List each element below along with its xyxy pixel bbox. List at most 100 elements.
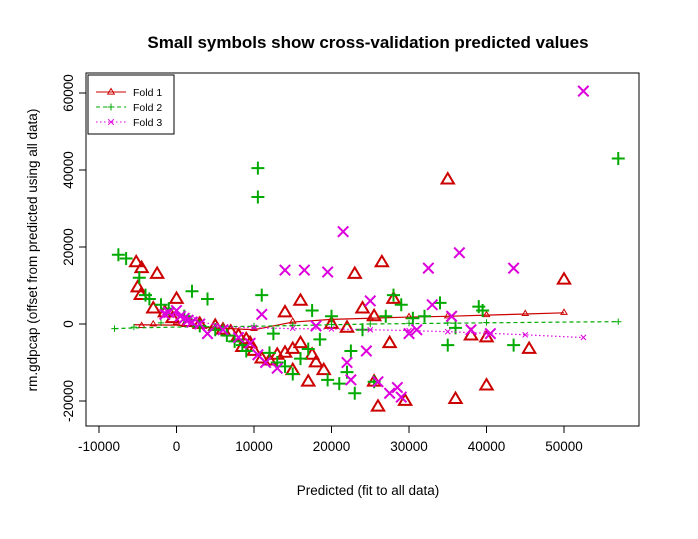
- data-point: [381, 334, 398, 349]
- data-point: [132, 271, 146, 285]
- data-point: [133, 259, 150, 274]
- data-point: [433, 296, 447, 310]
- data-point: [348, 386, 362, 400]
- x-axis: -10000 0 10000 20000 30000 40000 50000: [78, 425, 583, 454]
- data-point: [129, 278, 146, 293]
- data-point: [232, 331, 245, 344]
- y-tick-label: -20000: [61, 380, 76, 422]
- data-point: [313, 332, 327, 346]
- data-point: [397, 392, 414, 406]
- data-point: [119, 252, 133, 266]
- cv-point: [367, 326, 374, 333]
- cv-point: [406, 327, 412, 334]
- data-point: [426, 298, 439, 311]
- data-point: [255, 288, 269, 302]
- data-point: [242, 334, 259, 349]
- data-point: [164, 309, 181, 324]
- data-point: [259, 356, 272, 369]
- data-point: [356, 323, 369, 337]
- data-point: [321, 373, 335, 387]
- data-point: [332, 377, 346, 391]
- data-point: [344, 373, 357, 386]
- cv-point: [251, 324, 257, 331]
- data-point: [387, 288, 400, 302]
- data-point: [418, 309, 431, 323]
- data-point: [410, 323, 423, 336]
- legend-symbol: [107, 103, 115, 111]
- data-point: [244, 337, 257, 350]
- data-point: [263, 346, 276, 360]
- data-point: [220, 329, 234, 343]
- data-point: [201, 327, 214, 340]
- series-fold-2: [111, 151, 625, 400]
- x-tick-label: 0: [173, 439, 181, 454]
- series-fold-3: [158, 85, 590, 404]
- cv-point: [161, 309, 168, 316]
- data-point: [445, 310, 458, 323]
- x-tick-label: 50000: [545, 439, 583, 454]
- data-point: [300, 373, 317, 387]
- data-point: [383, 387, 396, 400]
- data-point: [323, 315, 340, 329]
- data-point: [266, 327, 280, 341]
- cv-point: [289, 321, 296, 329]
- cv-point: [615, 318, 622, 325]
- y-tick-label: 0: [61, 320, 76, 328]
- data-point: [286, 367, 300, 381]
- data-point: [478, 329, 495, 343]
- data-point: [271, 362, 284, 375]
- data-point: [305, 304, 319, 318]
- data-point: [168, 290, 185, 304]
- data-point: [128, 253, 145, 268]
- data-point: [447, 390, 464, 404]
- data-point: [279, 264, 291, 277]
- x-axis-label: Predicted (fit to all data): [297, 483, 440, 498]
- cv-point: [483, 319, 490, 326]
- cv-point: [149, 319, 158, 327]
- data-point: [321, 266, 334, 278]
- cv-point: [212, 322, 219, 329]
- data-point: [344, 344, 358, 358]
- data-point: [484, 327, 497, 340]
- data-point: [394, 298, 408, 312]
- cv-point: [173, 311, 180, 318]
- y-axis: -20000 0 20000 40000 60000: [61, 74, 87, 422]
- data-point: [611, 151, 625, 165]
- data-point: [217, 323, 229, 336]
- data-point: [556, 271, 572, 285]
- cv-point: [366, 313, 375, 321]
- cv-point: [560, 308, 568, 315]
- cv-point: [405, 320, 413, 327]
- data-point: [145, 300, 162, 314]
- data-point: [379, 309, 393, 323]
- data-point: [292, 334, 309, 349]
- data-point: [294, 352, 307, 366]
- data-point: [507, 338, 521, 352]
- cv-point: [328, 321, 335, 328]
- cv-point: [367, 320, 374, 328]
- data-point: [270, 356, 284, 369]
- cv-point: [444, 328, 451, 335]
- data-point: [441, 338, 455, 352]
- y-tick-label: 40000: [61, 151, 76, 189]
- data-point: [339, 319, 355, 333]
- data-point: [301, 342, 315, 356]
- legend: Fold 1 Fold 2 Fold 3: [87, 74, 175, 135]
- data-point: [439, 171, 456, 185]
- data-point: [149, 265, 166, 279]
- data-point: [185, 284, 199, 298]
- chart-title: Small symbols show cross-validation pred…: [147, 33, 588, 52]
- data-point: [277, 303, 293, 318]
- fit-line: [133, 312, 565, 331]
- data-point: [373, 253, 390, 268]
- data-point: [422, 262, 435, 275]
- x-tick-label: 10000: [235, 439, 273, 454]
- data-point: [395, 391, 408, 404]
- data-point: [354, 300, 371, 314]
- data-point: [201, 292, 214, 306]
- cv-point: [111, 325, 118, 332]
- x-tick-label: 40000: [468, 439, 506, 454]
- cv-point: [482, 310, 491, 318]
- data-layer: [111, 85, 625, 412]
- data-point: [478, 377, 495, 391]
